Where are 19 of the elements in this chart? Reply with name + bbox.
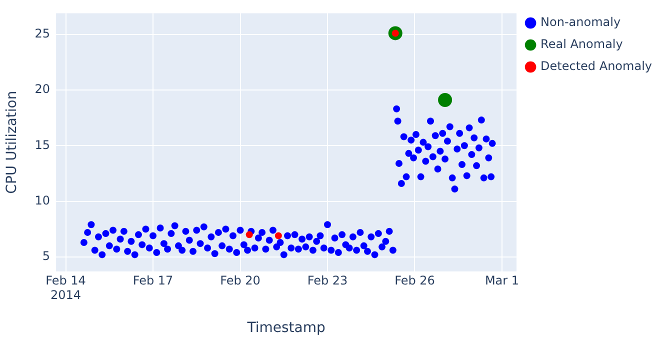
point bbox=[274, 232, 282, 240]
x-tick-label: Feb 20 bbox=[220, 274, 260, 288]
y-tick-label: 10 bbox=[34, 193, 50, 208]
y-tick-label: 20 bbox=[34, 82, 50, 96]
point bbox=[438, 93, 452, 108]
y-tick-label: 25 bbox=[34, 26, 50, 40]
legend-label: Real Anomaly bbox=[540, 37, 623, 52]
x-axis-title: Timestamp bbox=[246, 320, 326, 336]
y-axis-title: CPU Utilization bbox=[4, 90, 20, 194]
x-tick-label: Mar 1 bbox=[484, 274, 520, 288]
x-tick-label: Feb 26 bbox=[394, 274, 435, 288]
y-tick-label: 15 bbox=[34, 138, 50, 152]
legend-label: Detected Anomaly bbox=[540, 59, 652, 74]
x-tick-label: Feb 23 bbox=[307, 274, 348, 288]
y-tick-label: 5 bbox=[42, 249, 50, 264]
x-tick-label: Feb 14 2014 bbox=[46, 274, 86, 302]
point bbox=[246, 231, 253, 238]
legend-label: Non-anomaly bbox=[540, 15, 621, 30]
x-tick-label: Feb 17 bbox=[132, 274, 174, 288]
